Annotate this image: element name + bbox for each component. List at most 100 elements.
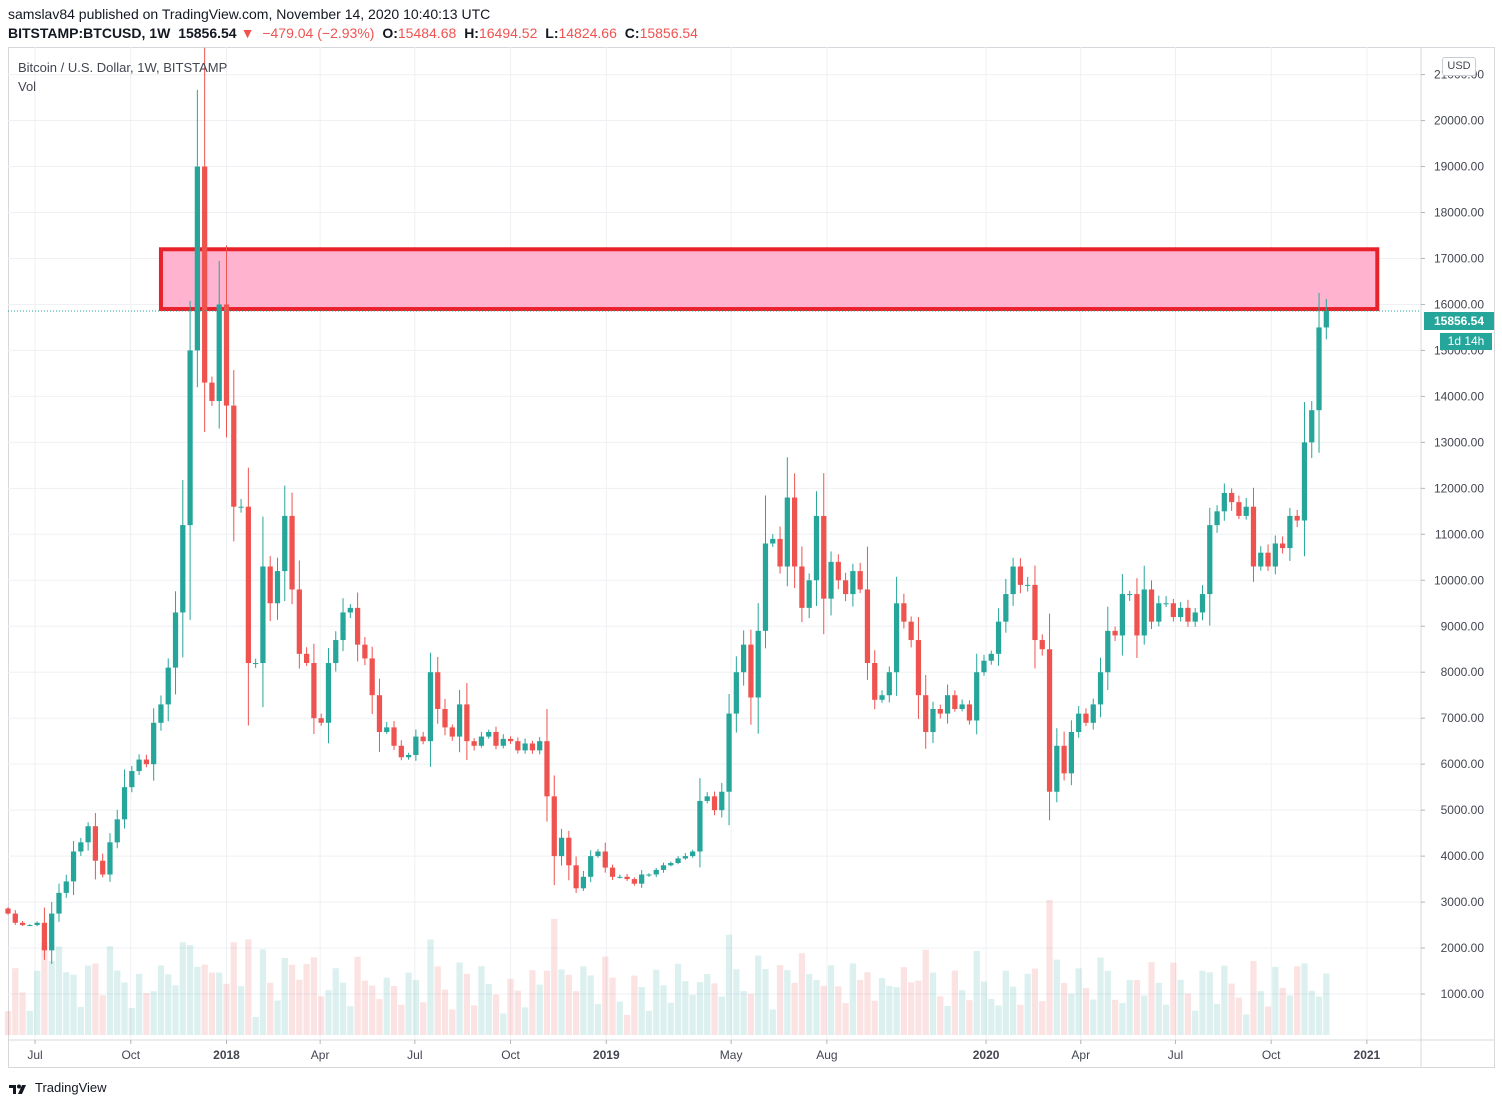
- volume-bar: [1264, 1006, 1272, 1035]
- candle-body: [580, 876, 587, 889]
- candle-body: [63, 881, 69, 893]
- candle-body: [1010, 566, 1016, 595]
- candle-body: [369, 658, 375, 696]
- volume-bar: [456, 962, 463, 1035]
- candle-body: [551, 796, 557, 857]
- currency-badge[interactable]: USD: [1442, 57, 1476, 76]
- volume-bar: [1155, 982, 1162, 1035]
- volume-bar: [791, 982, 798, 1035]
- candle-body: [347, 607, 353, 613]
- candle-body: [1178, 607, 1184, 618]
- volume-bar: [529, 970, 536, 1035]
- time-tick-label: Oct: [121, 1048, 140, 1062]
- candle-body: [886, 672, 892, 696]
- volume-bar: [1315, 996, 1323, 1035]
- legend-volume[interactable]: Vol: [18, 79, 37, 94]
- time-tick-label: Apr: [311, 1048, 330, 1062]
- volume-bar: [434, 966, 441, 1035]
- tradingview-logo[interactable]: TradingView: [8, 1080, 107, 1095]
- candle-body: [143, 759, 150, 765]
- candle-body: [70, 851, 77, 882]
- candle-body: [267, 566, 273, 604]
- candle-body: [741, 644, 747, 673]
- candle-body: [1323, 311, 1329, 328]
- volume-bar: [951, 970, 958, 1035]
- candle-body: [78, 842, 84, 852]
- candle-body: [1134, 594, 1140, 636]
- volume-bar: [813, 980, 820, 1035]
- volume-bar: [711, 983, 718, 1035]
- last-price: 15856.54: [178, 25, 237, 41]
- volume-bar: [1206, 972, 1213, 1035]
- logo-text: TradingView: [35, 1080, 107, 1095]
- candle-body: [172, 612, 179, 668]
- volume-bar: [1177, 979, 1184, 1035]
- volume-bars: [4, 900, 1330, 1035]
- price-tick-label: 18000.00: [1434, 206, 1484, 220]
- candle-body: [296, 589, 302, 654]
- candle-body: [435, 672, 441, 709]
- volume-bar: [915, 980, 922, 1035]
- candle-body: [180, 525, 186, 613]
- volume-bar: [682, 981, 689, 1035]
- candle-body: [915, 640, 922, 696]
- candle-body: [1090, 704, 1096, 723]
- volume-bar: [944, 1005, 951, 1035]
- candle-body: [1243, 506, 1249, 516]
- candle-body: [5, 908, 11, 914]
- volume-bar: [689, 994, 696, 1035]
- candle-body: [260, 566, 266, 664]
- candle-body: [777, 538, 783, 567]
- volume-bar: [602, 956, 609, 1035]
- candle-body: [194, 166, 200, 351]
- candle-body: [995, 621, 1002, 654]
- volume-bar: [157, 965, 165, 1035]
- volume-bar: [667, 1002, 674, 1035]
- candle-body: [376, 695, 383, 732]
- volume-bar: [485, 983, 492, 1035]
- volume-bar: [201, 964, 208, 1035]
- volume-bar: [405, 972, 412, 1035]
- candle-body: [558, 837, 565, 857]
- candle-body: [34, 922, 40, 926]
- volume-bar: [296, 979, 303, 1035]
- volume-bar: [733, 969, 740, 1035]
- candle-body: [660, 865, 667, 870]
- candle-body: [624, 876, 630, 880]
- chart-frame[interactable]: [8, 47, 1495, 1068]
- volume-bar: [1046, 900, 1053, 1035]
- volume-bar: [318, 996, 325, 1035]
- candle-body: [12, 913, 18, 923]
- volume-bar: [165, 974, 172, 1035]
- candle-body: [1003, 594, 1009, 622]
- volume-bar: [893, 987, 900, 1035]
- candle-body: [1258, 552, 1264, 567]
- volume-bar: [1199, 970, 1206, 1035]
- volume-bar: [623, 1014, 631, 1035]
- candle-body: [1054, 745, 1060, 792]
- candle-body: [85, 826, 91, 843]
- volume-bar: [1294, 966, 1301, 1035]
- volume-bar: [871, 1000, 878, 1035]
- volume-bar: [995, 1005, 1002, 1035]
- volume-bar: [740, 991, 747, 1035]
- candle-body: [1192, 612, 1198, 622]
- volume-bar: [551, 918, 558, 1035]
- volume-bar: [776, 965, 784, 1035]
- candle-body: [1185, 607, 1191, 622]
- time-tick-label: Oct: [1262, 1048, 1281, 1062]
- volume-bar: [580, 966, 587, 1035]
- volume-bar: [1235, 997, 1243, 1035]
- volume-bar: [70, 974, 77, 1035]
- volume-bar: [1257, 991, 1264, 1035]
- candle-body: [930, 709, 936, 732]
- legend-title[interactable]: Bitcoin / U.S. Dollar, 1W, BITSTAMP: [18, 60, 228, 75]
- volume-bar: [376, 999, 383, 1035]
- volume-bar: [114, 970, 121, 1035]
- candle-body: [872, 663, 878, 700]
- volume-bar: [237, 986, 245, 1035]
- volume-bar: [1148, 962, 1155, 1035]
- candle-body: [420, 736, 426, 742]
- volume-bar: [1250, 961, 1257, 1035]
